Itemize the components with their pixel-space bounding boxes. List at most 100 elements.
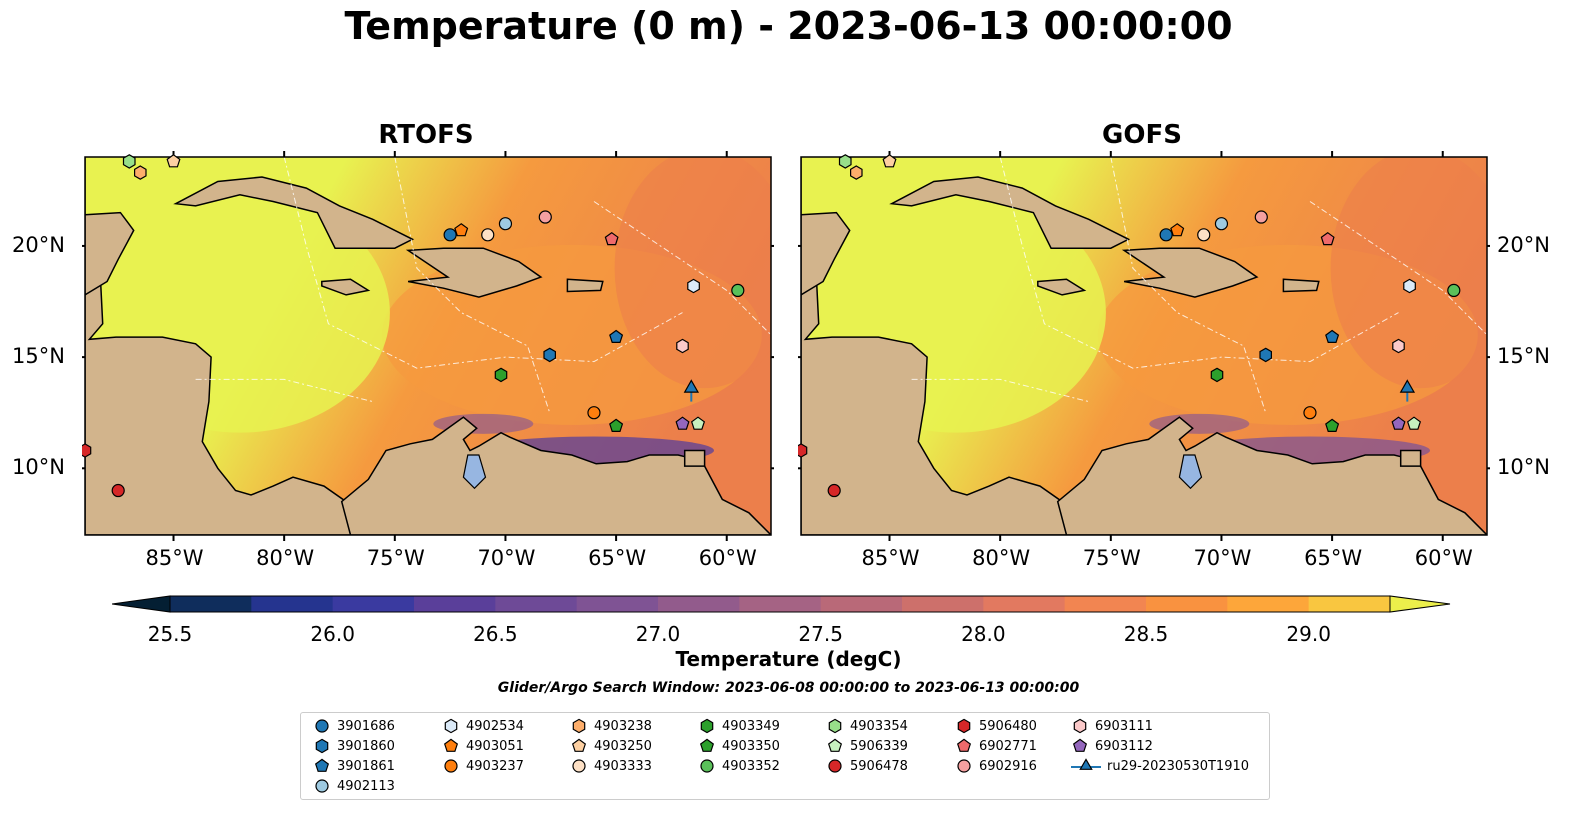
legend-label: 3901861 <box>337 758 395 774</box>
legend-label: 5906480 <box>979 718 1037 734</box>
colorbar-bin <box>983 596 1066 612</box>
lat-tick-label-right: 15°N <box>1497 344 1550 369</box>
legend-marker-pentagon-icon <box>827 738 843 752</box>
float-4902113 <box>498 217 513 231</box>
colorbar-extend-high <box>1389 595 1451 613</box>
land-trinidad <box>1399 449 1422 467</box>
float-6902771 <box>604 231 619 246</box>
legend-label: 4903250 <box>594 738 652 754</box>
colorbar-bin <box>902 596 984 612</box>
float-5906480 <box>798 443 808 458</box>
float-6902916 <box>538 210 552 224</box>
legend-marker <box>700 759 714 773</box>
colorbar-tick-label: 26.5 <box>473 622 518 646</box>
legend-marker <box>315 719 329 733</box>
legend-marker <box>1073 718 1087 734</box>
legend-label: 4902534 <box>466 718 524 734</box>
lon-tick-label: 70°W <box>1193 546 1252 570</box>
search-window-text: Glider/Argo Search Window: 2023-06-08 00… <box>497 680 1080 696</box>
lake-maracaibo <box>462 454 487 490</box>
legend-marker <box>1072 738 1088 752</box>
legend-label: 4902113 <box>337 778 395 794</box>
legend-item: ru29-20230530T1910 <box>1071 756 1249 776</box>
float-5906478 <box>111 483 125 498</box>
colorbar-tick-label: 26.0 <box>310 622 355 646</box>
panel-title-gofs: GOFS <box>1102 120 1182 150</box>
float-3901861 <box>609 329 624 343</box>
lat-tick-label-left: 20°N <box>12 232 65 257</box>
legend-item: 4903352 <box>698 756 780 776</box>
legend-item: 4903051 <box>442 736 524 756</box>
legend: 3901686 3901860 3901861 4902113 4902534 49030… <box>300 712 1270 800</box>
lat-tick-label-left: 15°N <box>12 344 65 369</box>
legend-label: 6902916 <box>979 758 1037 774</box>
legend-label: 6903111 <box>1095 718 1153 734</box>
land-yucatan <box>801 211 851 296</box>
legend-item: 5906480 <box>955 716 1037 736</box>
lon-tick-label: 75°W <box>1082 546 1141 570</box>
land-hispaniola <box>405 247 543 298</box>
float-4903352 <box>731 283 745 298</box>
colorbar-bin <box>414 596 496 612</box>
legend-marker-hexagon-icon <box>957 718 971 734</box>
legend-marker <box>828 759 842 773</box>
land-puertorico <box>1282 278 1320 293</box>
legend-label: 3901686 <box>337 718 395 734</box>
legend-marker <box>314 758 330 772</box>
legend-marker <box>828 718 842 734</box>
float-3901860 <box>543 347 556 363</box>
legend-marker-circle-icon <box>315 779 329 793</box>
float-6903112 <box>1391 416 1406 430</box>
lat-tick-label-right: 10°N <box>1497 455 1550 480</box>
land-centralAmerica <box>801 157 1068 535</box>
legend-marker <box>957 759 971 773</box>
legend-marker <box>443 738 459 752</box>
legend-marker-triangle-icon <box>1071 758 1101 770</box>
lon-tick-label: 65°W <box>588 546 647 570</box>
legend-item: 5906339 <box>826 736 908 756</box>
float-3901686 <box>1159 228 1173 242</box>
lon-tick-label: 75°W <box>366 546 425 570</box>
legend-item: 3901860 <box>313 736 395 756</box>
float-4902534 <box>687 278 700 294</box>
lon-tick-label: 60°W <box>698 546 757 570</box>
legend-marker <box>571 738 587 752</box>
land-jamaica <box>1037 278 1087 296</box>
float-6902771 <box>1320 231 1335 246</box>
legend-marker <box>700 718 714 734</box>
lon-tick-label: 85°W <box>145 546 204 570</box>
colorbar-tick-label: 25.5 <box>147 622 193 646</box>
legend-marker-pentagon-icon <box>571 738 587 752</box>
legend-item: 4902534 <box>442 716 524 736</box>
float-4903250 <box>166 154 181 168</box>
colorbar-tick-label: 29.0 <box>1286 622 1331 646</box>
colorbar-bin <box>1308 596 1391 612</box>
panel-title-rtofs: RTOFS <box>378 120 474 150</box>
float-4903237 <box>1303 406 1317 420</box>
colorbar-bin <box>332 596 415 612</box>
legend-marker <box>572 759 586 773</box>
legend-item: 6902916 <box>955 756 1037 776</box>
legend-label: 6902771 <box>979 738 1037 754</box>
legend-marker-circle-icon <box>828 759 842 773</box>
legend-marker-pentagon-icon <box>956 738 972 752</box>
land-centralAmerica <box>85 157 352 535</box>
legend-marker <box>315 738 329 754</box>
legend-marker <box>699 738 715 752</box>
colorbar-bin <box>576 596 659 612</box>
legend-marker <box>444 759 458 773</box>
legend-label: 4903354 <box>850 718 908 734</box>
colorbar-bin <box>1064 596 1147 612</box>
land-jamaica <box>321 278 371 296</box>
float-4903238 <box>849 165 863 180</box>
legend-marker-circle-icon <box>957 759 971 773</box>
glider-ru29-20230530T1910 <box>683 379 700 393</box>
float-4903352 <box>1447 283 1461 298</box>
float-4902113 <box>1214 217 1229 231</box>
legend-marker-hexagon-icon <box>444 718 458 734</box>
legend-label: 4903350 <box>722 738 780 754</box>
legend-marker-hexagon-icon <box>1073 718 1087 734</box>
float-5906480 <box>82 443 92 458</box>
float-4903333 <box>1197 228 1211 242</box>
legend-item: 6903111 <box>1071 716 1153 736</box>
